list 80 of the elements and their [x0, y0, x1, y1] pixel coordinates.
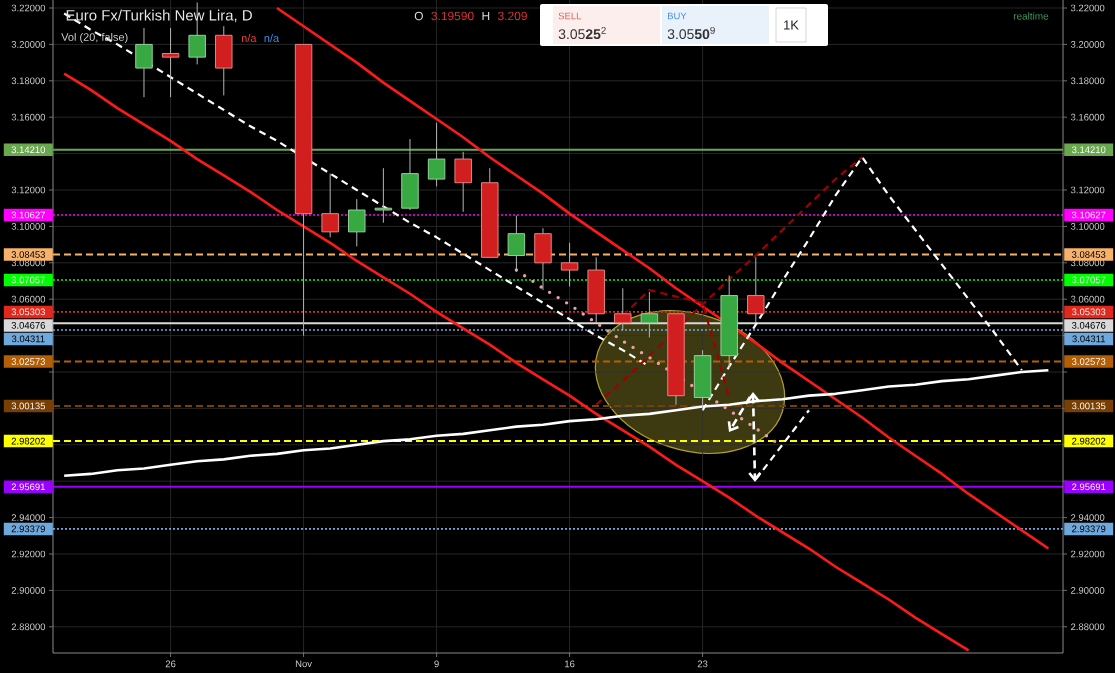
text: 2.98202: [1072, 437, 1106, 445]
candlestick: [427, 122, 446, 187]
candlestick: [135, 27, 153, 98]
x-tick-label: 9: [434, 660, 439, 668]
y2-tick-label: 3.08000: [1070, 259, 1105, 267]
annotation: 3.209: [498, 11, 527, 21]
annotation: Vol (20, false): [61, 32, 128, 44]
candlestick: [614, 287, 632, 331]
candlestick: [454, 151, 472, 213]
line-series: [595, 156, 864, 406]
ref-line-label: 2.98202: [11, 437, 45, 445]
annotation: 3.0550$^{9}$: [667, 26, 715, 40]
text: 3.10627: [1071, 211, 1106, 219]
ref-line-label: 2.93379: [11, 525, 45, 533]
ref-line-label: 3.04676: [11, 322, 45, 329]
ref-line-label: 3.04311: [11, 335, 45, 343]
y-tick-label: 3.08000: [11, 259, 46, 267]
candlestick: [507, 214, 526, 273]
y2-tick-label: 2.92000: [1071, 550, 1105, 558]
y2-tick-label: 3.22000: [1070, 4, 1105, 12]
text: 3.08453: [1071, 251, 1106, 258]
candlestick: [321, 173, 339, 238]
ref-line-label: 3.07057: [11, 276, 45, 284]
candlestick: [348, 198, 366, 247]
annotation: n/a: [264, 33, 280, 43]
ref-line-label: 3.14210: [11, 146, 46, 154]
annotation: 3.0525$^{2}$: [558, 26, 606, 40]
candlestick: [374, 167, 393, 224]
y-tick-label: 3.20000: [11, 41, 46, 48]
text: 2.95691: [1072, 483, 1106, 491]
ref-line-label: 3.08453: [11, 251, 45, 258]
annotation: O: [414, 11, 423, 21]
candlestick: [747, 256, 765, 324]
y2-tick-label: 3.06000: [1070, 295, 1105, 303]
annotation: 3.19590: [431, 11, 474, 21]
y-tick-label: 3.18000: [11, 77, 46, 85]
annotation: n/a: [241, 33, 257, 43]
y2-tick-label: 3.20000: [1070, 41, 1105, 48]
text: 3.07057: [1071, 276, 1106, 284]
y2-tick-label: 2.94000: [1071, 514, 1105, 521]
y-tick-label: 2.88000: [11, 623, 46, 631]
candlestick: [560, 242, 579, 287]
text: 3.00135: [1071, 402, 1106, 410]
candlestick: [161, 27, 180, 98]
candlestick: [640, 291, 659, 338]
y-tick-label: 3.12000: [11, 186, 46, 194]
x-tick-label: Nov: [295, 660, 312, 668]
y2-tick-label: 3.12000: [1070, 186, 1105, 194]
annotation: 1K: [784, 20, 799, 30]
y2-tick-label: 2.88000: [1071, 623, 1105, 631]
annotation: SELL: [558, 12, 582, 20]
y-tick-label: 3.10000: [11, 223, 46, 230]
y2-tick-label: 3.18000: [1070, 77, 1105, 85]
x-tick-label: 23: [697, 660, 708, 668]
y-tick-label: 2.94000: [11, 514, 46, 521]
ref-line-label: 3.00135: [11, 402, 46, 410]
annotation: realtime: [1013, 12, 1049, 20]
y2-tick-label: 3.10000: [1070, 223, 1105, 230]
y2-tick-label: 3.16000: [1070, 113, 1105, 121]
y-tick-label: 3.16000: [11, 113, 46, 121]
ref-line-label: 3.02573: [11, 358, 45, 365]
annotation: H: [482, 11, 490, 21]
text: 3.05303: [1071, 308, 1106, 316]
x-tick-label: 26: [165, 660, 176, 668]
text: 3.04311: [1072, 335, 1105, 343]
ref-line-label: 3.05303: [11, 308, 45, 316]
x-tick-label: 16: [565, 660, 575, 668]
y-tick-label: 3.06000: [11, 295, 46, 303]
y-tick-label: 2.92000: [11, 550, 46, 558]
y2-tick-label: 2.90000: [1071, 587, 1105, 594]
ref-line-label: 3.10627: [11, 211, 45, 219]
y-tick-label: 2.90000: [11, 587, 46, 594]
y-tick-label: 3.22000: [11, 4, 46, 12]
text: 3.14210: [1071, 146, 1106, 154]
text: 3.02573: [1071, 358, 1106, 365]
text: 3.04676: [1071, 322, 1106, 329]
annotation: BUY: [667, 12, 687, 20]
text: Euro Fx/Turkish New Lira, D: [66, 9, 252, 23]
ref-line-label: 2.95691: [11, 483, 45, 491]
text: 2.93379: [1072, 525, 1106, 533]
